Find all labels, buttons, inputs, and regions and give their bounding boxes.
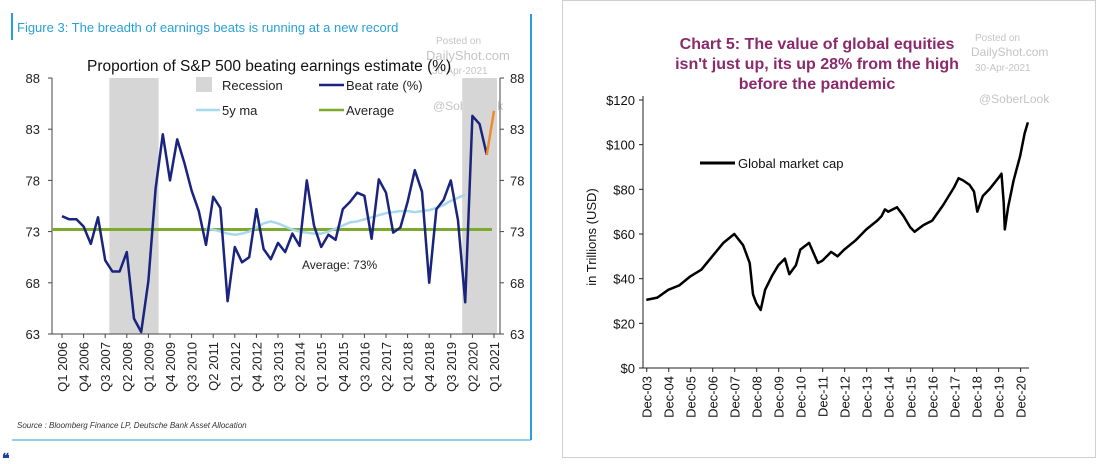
right-x-tick-label: Dec-05 (684, 376, 699, 418)
right-x-tick-label: Dec-04 (662, 376, 677, 418)
right-title-line-2: isn't just up, its up 28% from the high (675, 56, 959, 73)
y-tick-label: 78 (26, 173, 40, 188)
recession-band (109, 78, 159, 334)
right-x-tick-label: Dec-19 (992, 376, 1007, 418)
x-tick-label: Q2 2014 (293, 342, 308, 392)
right-x-tick-label: Dec-03 (640, 376, 655, 418)
right-title-line-1: Chart 5: The value of global equities (680, 36, 955, 53)
y-tick-label-right: 83 (510, 122, 524, 137)
x-tick-label: Q1 2015 (314, 342, 329, 392)
right-x-tick-label: Dec-09 (772, 376, 787, 418)
right-x-tick-label: Dec-07 (728, 376, 743, 418)
x-tick-label: Q1 2009 (141, 342, 156, 392)
ma-5y-line (205, 193, 466, 236)
x-tick-label: Q4 2015 (336, 342, 351, 392)
legend-swatch-recession (196, 77, 212, 92)
right-y-tick-label: $20 (613, 316, 635, 331)
y-tick-label: 83 (26, 122, 40, 137)
legend-label-beat-rate: Beat rate (%) (346, 78, 423, 93)
x-tick-label: Q3 2019 (444, 342, 459, 392)
right-watermark-date: 30-Apr-2021 (975, 63, 1031, 74)
y-tick-label-right: 78 (510, 173, 524, 188)
x-tick-label: Q3 2013 (271, 342, 286, 392)
right-x-tick-label: Dec-17 (948, 376, 963, 418)
legend-label-recession: Recession (222, 78, 283, 93)
x-tick-label: Q2 2011 (206, 342, 221, 391)
x-tick-label: Q4 2009 (163, 342, 178, 392)
x-tick-label: Q2 2008 (120, 342, 135, 392)
y-tick-label: 73 (26, 225, 40, 240)
left-chart-svg: Figure 3: The breadth of earnings beats … (11, 13, 532, 441)
x-tick-label: Q1 2006 (55, 342, 70, 392)
right-y-tick-label: $60 (613, 227, 635, 242)
x-tick-label: Q4 2006 (77, 342, 92, 392)
y-tick-label-right: 73 (510, 225, 524, 240)
right-x-tick-label: Dec-16 (926, 376, 941, 418)
beat-rate-line (61, 114, 489, 334)
left-plot-area: 63 63 68 68 73 73 78 78 83 83 88 88 Q1 2006 Q4 2006 Q3… (26, 71, 525, 392)
x-tick-label: Q1 2012 (228, 342, 243, 392)
right-x-tick-label: Dec-15 (904, 376, 919, 418)
right-watermark-posted: Posted on (975, 33, 1020, 44)
y-tick-label-right: 63 (510, 327, 524, 342)
global-market-cap-line (646, 121, 1030, 312)
y-tick-label: 63 (26, 327, 40, 342)
right-chart-panel: Posted on DailyShot.com 30-Apr-2021 @Sob… (562, 0, 1096, 458)
y-tick-label-right: 88 (510, 71, 524, 86)
right-watermark-handle: @SoberLook (979, 92, 1050, 106)
right-y-axis-label: in Trillions (USD) (584, 188, 599, 286)
right-x-tick-label: Dec-18 (970, 376, 985, 418)
right-x-tick-label: Dec-20 (1014, 376, 1029, 418)
right-x-tick-label: Dec-11 (816, 376, 831, 417)
watermark-site: DailyShot.com (426, 48, 510, 63)
figure-title: Figure 3: The breadth of earnings beats … (17, 20, 398, 35)
left-chart-panel: Figure 3: The breadth of earnings beats … (0, 0, 540, 450)
right-x-tick-label: Dec-14 (882, 376, 897, 418)
x-tick-label: Q4 2018 (422, 342, 437, 392)
beat-rate-latest-segment (485, 110, 496, 156)
right-y-tick-label: $40 (613, 272, 635, 287)
watermark-date: 30-Apr-2021 (432, 66, 488, 77)
right-y-tick-label: $0 (621, 361, 635, 376)
legend-label-average: Average (346, 103, 394, 118)
right-chart-svg: Posted on DailyShot.com 30-Apr-2021 @Sob… (584, 33, 1050, 418)
x-tick-label: Q2 2017 (379, 342, 394, 392)
average-annotation: Average: 73% (302, 258, 377, 272)
x-tick-label: Q3 2016 (357, 342, 372, 392)
right-x-tick-label: Dec-06 (706, 376, 721, 418)
right-plot-area: $0 $20 $40 $60 $80 $100 $120 Dec-03 Dec-04 Dec-05… (606, 93, 1030, 418)
x-tick-label: Q3 2007 (98, 342, 113, 392)
right-y-tick-label: $100 (606, 138, 635, 153)
legend-label-5y-ma: 5y ma (222, 103, 258, 118)
right-legend-label: Global market cap (738, 156, 844, 171)
y-tick-label: 68 (26, 276, 40, 291)
left-source-note: Source : Bloomberg Finance LP, Deutsche … (17, 421, 247, 430)
y-tick-label-right: 68 (510, 276, 524, 291)
watermark-posted: Posted on (436, 36, 481, 47)
x-tick-label: Q3 2010 (185, 342, 200, 392)
right-x-tick-label: Dec-13 (860, 376, 875, 418)
page-mark-glyph: ❝ (2, 452, 10, 464)
right-x-tick-label: Dec-12 (838, 376, 853, 418)
right-title-line-3: before the pandemic (739, 76, 896, 93)
y-tick-label: 88 (26, 71, 40, 86)
x-tick-label: Q1 2018 (401, 342, 416, 392)
right-x-tick-label: Dec-08 (750, 376, 765, 418)
x-tick-label: Q1 2021 (487, 342, 502, 392)
x-tick-label: Q4 2012 (249, 342, 264, 392)
recession-band (462, 78, 497, 334)
right-y-tick-label: $120 (606, 93, 635, 108)
left-chart-title: Proportion of S&P 500 beating earnings e… (87, 58, 451, 75)
right-watermark-site: DailyShot.com (971, 45, 1048, 59)
right-y-tick-label: $80 (613, 182, 635, 197)
x-tick-label: Q2 2020 (465, 342, 480, 392)
right-x-tick-label: Dec-10 (794, 376, 809, 418)
